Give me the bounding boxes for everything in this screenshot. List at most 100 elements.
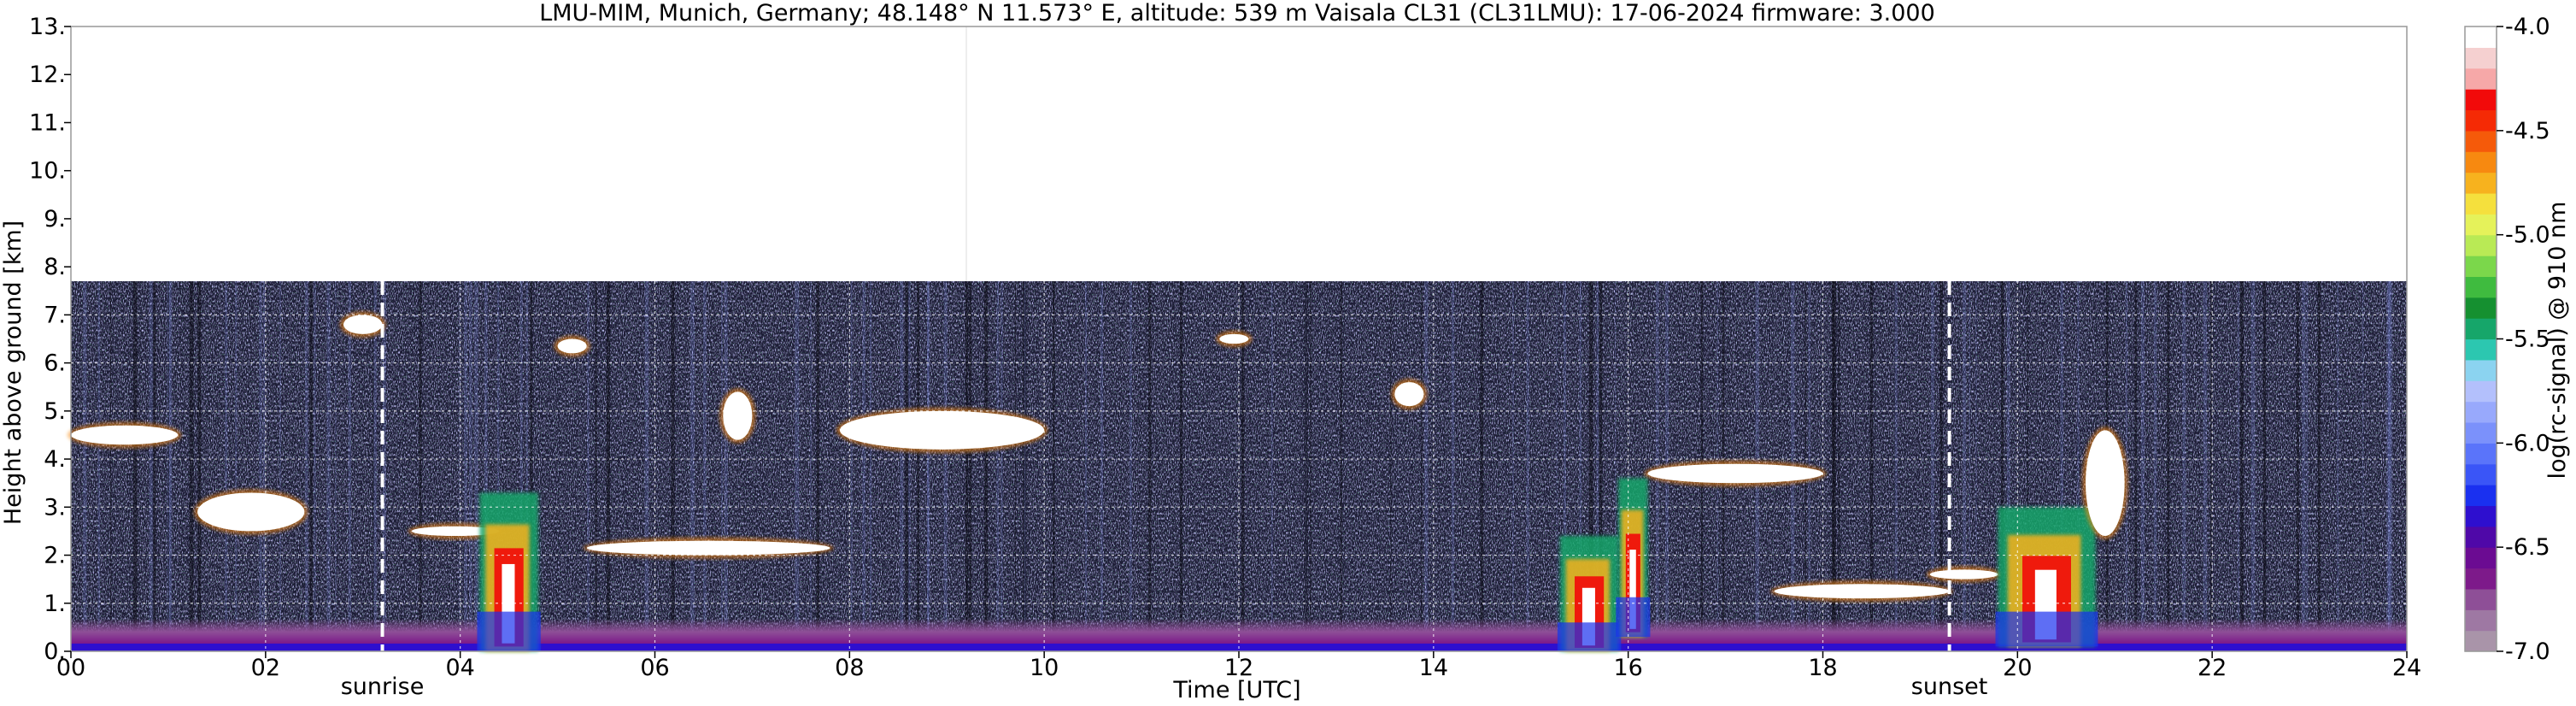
signal-stripe (1931, 281, 1934, 651)
signal-stripe (373, 281, 377, 651)
signal-stripe (2362, 281, 2364, 651)
signal-stripe (1833, 281, 1836, 651)
signal-stripe (2153, 281, 2157, 651)
y-tick-label: 13. (29, 14, 66, 40)
colorbar-segment (2465, 568, 2497, 590)
colorbar-segment (2465, 192, 2497, 215)
colorbar-segment (2465, 109, 2497, 132)
signal-stripe (1480, 281, 1484, 651)
signal-stripe (587, 281, 590, 651)
column-base (1995, 611, 2098, 647)
signal-stripe (419, 281, 422, 651)
signal-stripe (2167, 281, 2170, 651)
signal-stripe (1838, 281, 1840, 651)
signal-stripe (724, 281, 728, 651)
signal-stripe (996, 281, 1000, 651)
colorbar-tick-label: -5.0 (2505, 222, 2550, 249)
colorbar-segment (2465, 380, 2497, 403)
x-tick-label: 02 (251, 655, 280, 681)
signal-stripe (870, 281, 872, 651)
signal-stripe (965, 281, 969, 651)
cloud-core (411, 526, 500, 537)
signal-stripe (1939, 281, 1943, 651)
cloud-feature (408, 522, 503, 540)
colorbar-segment (2465, 276, 2497, 298)
grid (71, 281, 2407, 651)
signal-stripe (1599, 281, 1603, 651)
signal-stripe (927, 281, 930, 651)
cloud-feature (1216, 330, 1253, 348)
convective-column (1995, 507, 2098, 647)
signal-stripe (1588, 281, 1593, 651)
signal-stripe (1390, 281, 1392, 651)
signal-stripe (152, 281, 156, 651)
signal-stripe (917, 281, 920, 651)
colorbar-segment (2465, 214, 2497, 236)
signal-stripe (2210, 281, 2212, 651)
signal-stripe (189, 281, 194, 651)
signal-stripe (110, 281, 112, 651)
y-tick-label: 1. (44, 591, 66, 617)
x-tick-label: 24 (2392, 655, 2421, 681)
signal-stripe (2386, 281, 2391, 651)
signal-stripe (943, 281, 948, 651)
y-tick-label: 5. (44, 398, 66, 425)
y-tick-label: 7. (44, 302, 66, 328)
signal-stripe (2134, 281, 2138, 651)
signal-stripe (2239, 281, 2244, 651)
signal-stripe (703, 281, 707, 651)
signal-stripe (197, 281, 202, 651)
colorbar-label: log(rc-signal) @ 910 nm (2544, 202, 2571, 479)
event-label-sunset: sunset (1911, 674, 1988, 700)
signal-stripe (1564, 281, 1566, 651)
signal-stripe (530, 281, 533, 651)
signal-stripe (862, 281, 866, 651)
x-tick-label: 16 (1613, 655, 1642, 681)
signal-stripe (1963, 281, 1967, 651)
signal-stripe (235, 281, 238, 651)
y-tick-label: 4. (44, 446, 66, 473)
signal-stripes (83, 281, 2393, 651)
convective-column (1557, 536, 1622, 651)
signal-stripe (1869, 281, 1874, 651)
cloud-feature (339, 311, 386, 338)
signal-stripe (1451, 281, 1455, 651)
signal-stripe (795, 281, 800, 651)
colorbar-segment (2465, 318, 2497, 340)
signal-stripe (984, 281, 989, 651)
signal-stripe (690, 281, 695, 651)
colorbar-segment (2465, 338, 2497, 361)
y-tick-label: 3. (44, 494, 66, 521)
colorbar-segment (2465, 526, 2497, 548)
y-tick-label: 11. (29, 109, 66, 136)
signal-stripe (168, 281, 171, 651)
signal-stripe (2389, 281, 2393, 651)
colorbar-tick-label: -4.5 (2505, 118, 2550, 144)
colorbar-segment (2465, 68, 2497, 90)
y-tick-label: 6. (44, 350, 66, 377)
signal-stripe (1969, 281, 1971, 651)
signal-stripe (2006, 281, 2010, 651)
colorbar-tick-label: -5.5 (2505, 327, 2550, 353)
signal-stripe (1024, 281, 1026, 651)
x-tick-label: 00 (56, 655, 85, 681)
signal-stripe (1100, 281, 1104, 651)
signal-stripe (525, 281, 528, 651)
cloud-core (1647, 463, 1823, 484)
signal-stripe (1831, 281, 1834, 651)
signal-stripe (469, 281, 472, 651)
signal-stripe (496, 281, 500, 651)
x-tick-label: 06 (640, 655, 669, 681)
cloud-feature (1926, 566, 2002, 583)
colorbar-segment (2465, 130, 2497, 152)
signal-stripe (644, 281, 649, 651)
signal-stripe (969, 281, 972, 651)
colorbar-segment (2465, 26, 2497, 48)
signal-stripe (97, 281, 101, 651)
signal-stripe (1421, 281, 1423, 651)
colorbar-segment (2465, 485, 2497, 507)
signal-stripe (1894, 281, 1896, 651)
signal-stripe (167, 281, 170, 651)
signal-stripe (2140, 281, 2145, 651)
signal-stripe (1340, 281, 1342, 651)
